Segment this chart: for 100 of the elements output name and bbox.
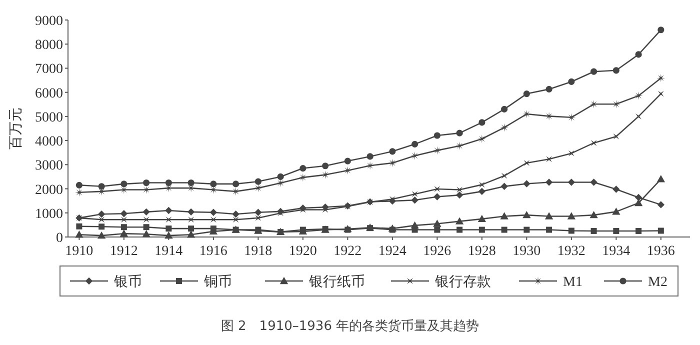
point <box>412 140 418 148</box>
point <box>568 78 575 86</box>
x-tick-label: 1928 <box>468 244 496 259</box>
point <box>656 175 666 182</box>
legend-label: 银币 <box>113 274 142 290</box>
point <box>98 183 105 190</box>
point <box>120 230 128 237</box>
point <box>656 74 666 82</box>
point <box>501 226 508 233</box>
point <box>232 216 239 223</box>
point <box>143 179 150 186</box>
point <box>544 212 554 220</box>
legend-label: M1 <box>563 275 582 290</box>
point <box>188 179 194 186</box>
x-tick-label: 1916 <box>199 244 228 259</box>
point <box>590 210 598 218</box>
point <box>143 224 150 230</box>
point <box>478 214 486 222</box>
y-tick-label: 8000 <box>35 38 63 54</box>
y-tick-label: 4000 <box>35 134 63 150</box>
point <box>142 230 150 238</box>
x-tick-label: 1914 <box>154 244 183 259</box>
y-tick-label: 9000 <box>35 14 63 29</box>
x-tick-label: 1926 <box>423 244 452 259</box>
point <box>456 186 463 193</box>
point <box>455 142 464 150</box>
point <box>164 231 173 239</box>
point <box>568 228 574 234</box>
point <box>388 158 397 168</box>
point <box>590 68 598 75</box>
point <box>120 216 127 223</box>
point <box>120 180 128 188</box>
x-tick-label: 1932 <box>557 244 586 259</box>
point <box>478 182 485 188</box>
point <box>500 123 508 132</box>
point <box>546 226 552 233</box>
x-tick-label: 1934 <box>602 244 630 259</box>
point <box>388 224 397 232</box>
point <box>523 180 530 188</box>
point <box>411 196 418 204</box>
point <box>410 152 419 160</box>
point <box>98 216 105 223</box>
point <box>636 113 642 120</box>
point <box>612 67 620 74</box>
point <box>455 217 464 224</box>
point <box>434 132 440 139</box>
point <box>612 186 620 193</box>
point <box>343 166 352 175</box>
point <box>478 119 486 126</box>
point <box>546 156 552 162</box>
point <box>278 210 284 216</box>
point <box>188 216 194 223</box>
point <box>568 150 574 156</box>
point <box>522 210 531 218</box>
point <box>366 153 374 160</box>
y-tick-label: 7000 <box>35 62 63 78</box>
point <box>658 26 664 34</box>
point <box>501 172 508 179</box>
x-tick-label: 1912 <box>110 244 138 259</box>
point <box>232 210 240 218</box>
point <box>434 186 440 192</box>
point <box>636 228 642 234</box>
point <box>433 220 442 227</box>
legend-label: 银行存款 <box>434 274 491 290</box>
point <box>165 179 172 186</box>
point <box>500 212 508 220</box>
point <box>546 86 552 92</box>
point <box>344 158 351 164</box>
point <box>434 193 441 200</box>
point <box>567 212 576 220</box>
point <box>568 178 576 186</box>
point <box>456 130 463 136</box>
y-tick-label: 0 <box>56 231 63 246</box>
point <box>254 178 262 185</box>
point <box>612 208 620 215</box>
caption: 图 2 1910–1936 年的各类货币量及其趋势 <box>220 319 480 334</box>
point <box>456 226 463 233</box>
legend-label: 银行纸币 <box>308 274 365 290</box>
point <box>300 164 306 172</box>
point <box>120 210 128 218</box>
y-tick-label: 2000 <box>35 182 63 198</box>
point <box>412 191 418 198</box>
point <box>298 173 308 182</box>
point <box>322 162 329 170</box>
point <box>635 51 642 58</box>
point <box>255 214 262 221</box>
point <box>500 106 508 113</box>
point <box>524 160 530 166</box>
x-tick-label: 1910 <box>65 244 94 259</box>
x-tick-label: 1922 <box>334 244 362 259</box>
point <box>434 226 440 233</box>
point <box>97 231 106 239</box>
point <box>210 208 218 216</box>
y-tick-label: 1000 <box>35 206 63 222</box>
point <box>613 228 620 234</box>
x-tick-label: 1930 <box>512 244 541 259</box>
point <box>590 100 598 108</box>
point <box>524 226 530 233</box>
point <box>456 191 464 199</box>
point <box>166 216 172 223</box>
